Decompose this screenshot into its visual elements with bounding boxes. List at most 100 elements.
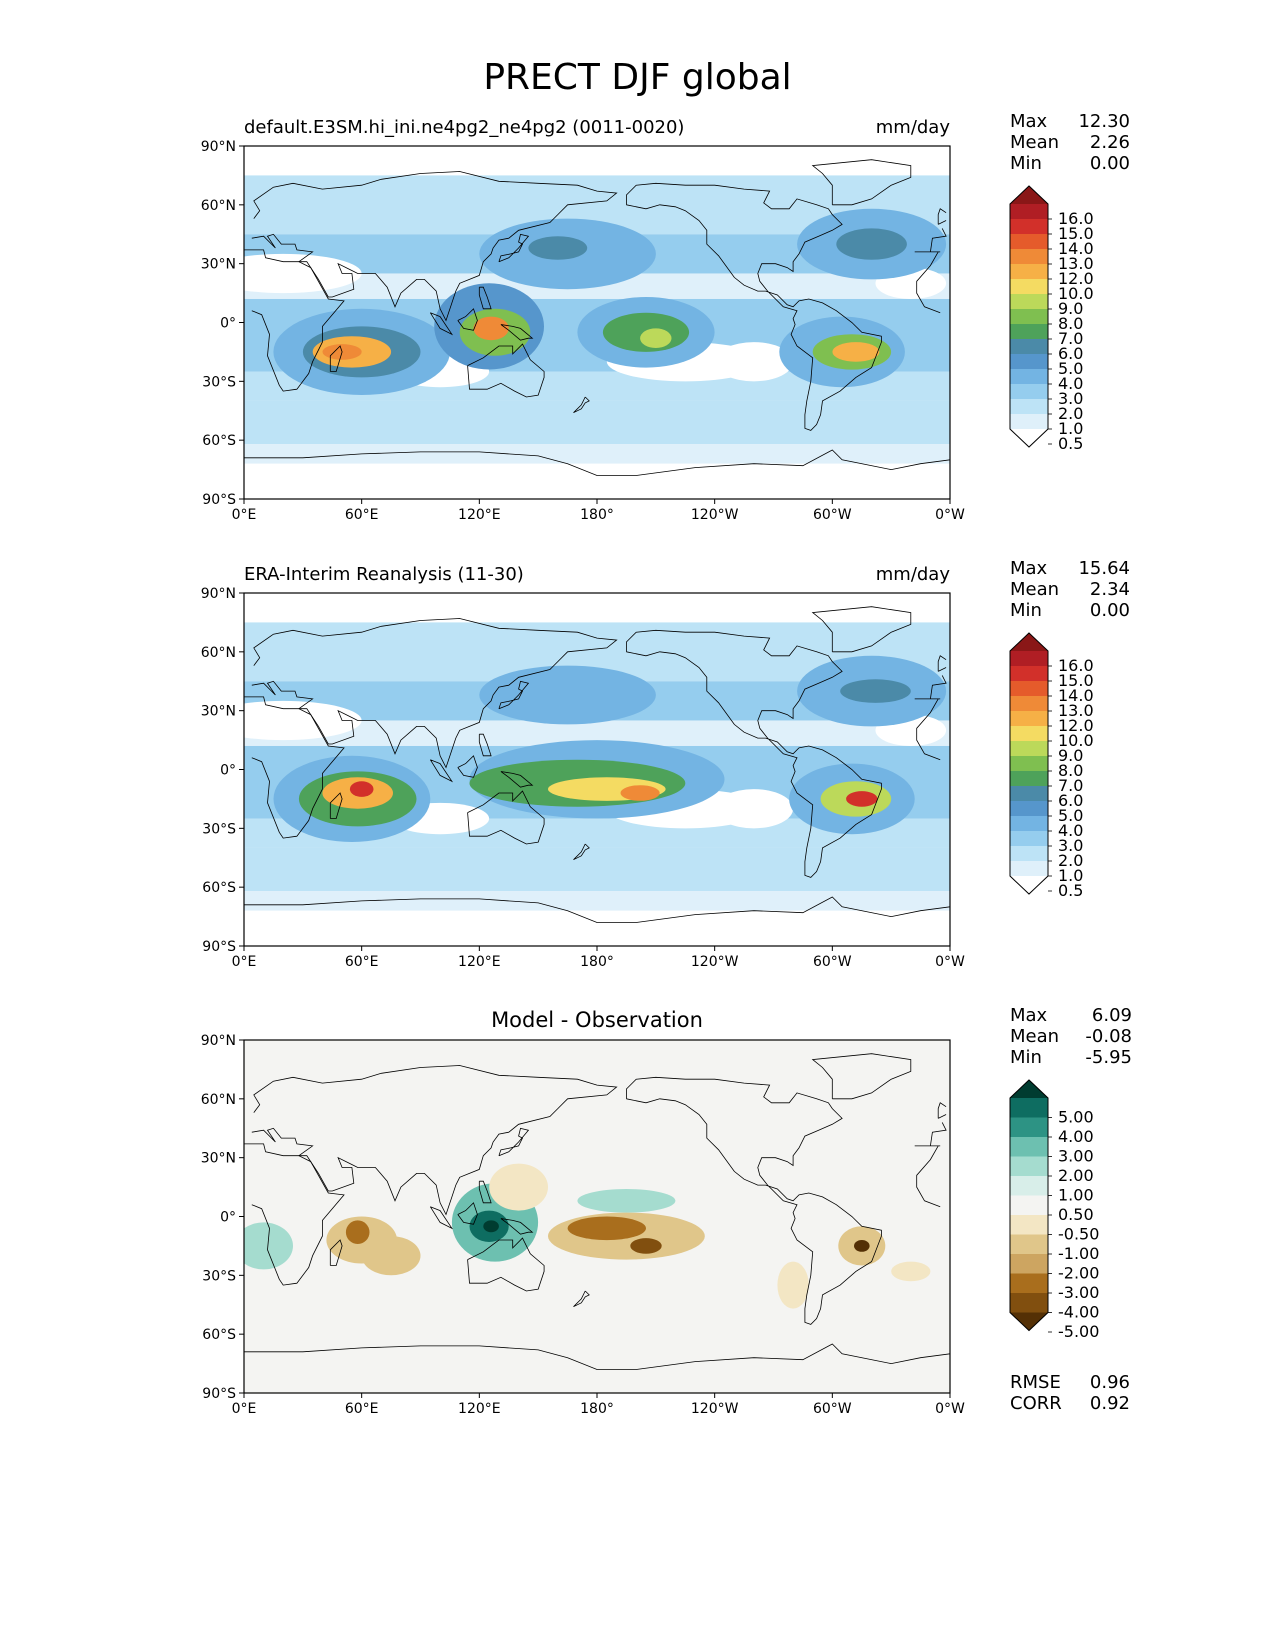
colorbar-box: [1010, 786, 1048, 802]
y-tick-label: 0°: [220, 1210, 236, 1226]
colorbar-label: 9.0: [1058, 746, 1083, 765]
coastline: [626, 1076, 882, 1325]
stats-error: RMSE 0.96 CORR 0.92: [1010, 1372, 1130, 1418]
colorbar-model: 16.015.014.013.012.010.09.08.07.06.05.04…: [1009, 185, 1094, 453]
coastline: [626, 629, 882, 878]
x-tick-label: 180°: [580, 507, 614, 523]
colorbar-label: 0.5: [1058, 434, 1083, 453]
colorbar-box: [1010, 354, 1048, 370]
coastline: [937, 1102, 947, 1119]
precip-band: [244, 910, 950, 946]
colorbar-label: 2.0: [1058, 851, 1083, 870]
colorbar-box: [1010, 414, 1048, 430]
y-tick-label: 30°N: [201, 257, 236, 273]
coastline: [329, 345, 343, 372]
x-tick-label: 120°E: [458, 1401, 501, 1417]
y-tick-label: 90°S: [202, 492, 236, 508]
colorbar-box: [1010, 339, 1048, 355]
x-tick-label: 0°W: [935, 1401, 965, 1417]
map-obs: 0°E 60°E 120°E 180° 120°W 60°W 0°W 90°N 60°N 30°N…: [201, 586, 965, 970]
contour-region: [840, 679, 911, 703]
x-tick-label: 60°E: [345, 1401, 379, 1417]
coastline: [811, 606, 912, 653]
colorbar-label: 3.0: [1058, 389, 1083, 408]
x-tick-label: 0°E: [232, 1401, 257, 1417]
panel-units: mm/day: [875, 564, 950, 585]
coastline: [329, 1239, 343, 1266]
colorbar-box: [1010, 1176, 1048, 1196]
y-tick-label: 30°S: [202, 821, 236, 837]
stat-rmse: RMSE 0.96: [1010, 1372, 1130, 1393]
colorbar-label: 10.0: [1058, 284, 1094, 303]
colorbar-box: [1010, 801, 1048, 817]
colorbar-label: -1.00: [1058, 1244, 1099, 1263]
x-tick-label: 120°E: [458, 507, 501, 523]
coastline: [329, 792, 343, 819]
coastline: [478, 286, 492, 310]
y-tick-label: 60°S: [202, 433, 236, 449]
colorbar-label: 1.0: [1058, 866, 1083, 885]
x-tick-label: 60°W: [813, 507, 852, 523]
contour-region: [577, 1189, 676, 1213]
coastline: [251, 171, 947, 322]
y-tick-label: 90°N: [201, 1033, 236, 1049]
contour-region: [361, 1236, 421, 1276]
x-tick-label: 120°W: [691, 954, 739, 970]
colorbar-label: 13.0: [1058, 254, 1094, 273]
colorbar-label: -3.00: [1058, 1283, 1099, 1302]
colorbar-label: -2.00: [1058, 1264, 1099, 1283]
stat-max: Max 15.64: [1010, 558, 1130, 579]
y-tick-label: 90°N: [201, 139, 236, 155]
colorbar-box: [1010, 234, 1048, 250]
coastline: [500, 771, 534, 788]
colorbar-box: [1010, 831, 1048, 847]
coastline: [498, 680, 530, 710]
x-tick-label: 0°W: [935, 507, 965, 523]
dry-region: [244, 700, 362, 741]
contour-region: [891, 1261, 931, 1282]
y-tick-label: 90°S: [202, 939, 236, 955]
contour-region: [620, 785, 660, 801]
y-tick-label: 60°N: [201, 1092, 236, 1108]
colorbar-label: 8.0: [1058, 314, 1083, 333]
coastline: [498, 1127, 530, 1157]
colorbar-label: 4.00: [1058, 1127, 1094, 1146]
x-tick-label: 60°W: [813, 1401, 852, 1417]
contour-region: [846, 791, 878, 807]
coastline: [467, 1237, 545, 1292]
precip-band: [244, 593, 950, 623]
contour-region: [483, 1220, 499, 1233]
y-tick-label: 60°N: [201, 198, 236, 214]
coastline: [626, 182, 882, 431]
panel-units: mm/day: [875, 117, 950, 138]
colorbar-label: -5.00: [1058, 1322, 1099, 1341]
colorbar-extend-bottom: [1010, 876, 1048, 894]
colorbar-label: -0.50: [1058, 1225, 1099, 1244]
colorbar-label: 4.0: [1058, 374, 1083, 393]
contour-region: [640, 328, 672, 348]
contour-region: [479, 665, 656, 725]
colorbar-box: [1010, 369, 1048, 385]
contour-region: [349, 781, 374, 797]
coastline: [500, 324, 534, 341]
colorbar-box: [1010, 861, 1048, 877]
colorbar-label: 15.0: [1058, 671, 1094, 690]
colorbar-label: 1.0: [1058, 419, 1083, 438]
colorbar-box: [1010, 279, 1048, 295]
x-tick-label: 60°E: [345, 507, 379, 523]
stat-max: Max 12.30: [1010, 111, 1130, 132]
coastline: [937, 208, 947, 225]
coastline: [457, 1202, 478, 1225]
panel-title-left: default.E3SM.hi_ini.ne4pg2_ne4pg2 (0011-…: [244, 117, 685, 138]
x-tick-label: 120°W: [691, 507, 739, 523]
precip-band: [244, 400, 950, 445]
colorbar-extend-bottom: [1010, 429, 1048, 447]
colorbar-label: 8.0: [1058, 761, 1083, 780]
colorbar-box: [1010, 1098, 1048, 1118]
dry-region: [244, 253, 362, 294]
colorbar-box: [1010, 264, 1048, 280]
contour-region: [567, 1216, 646, 1241]
stats-model: Max 12.30 Mean 2.26 Min 0.00: [1010, 111, 1130, 181]
colorbar-box: [1010, 1254, 1048, 1274]
precip-band: [244, 891, 950, 911]
